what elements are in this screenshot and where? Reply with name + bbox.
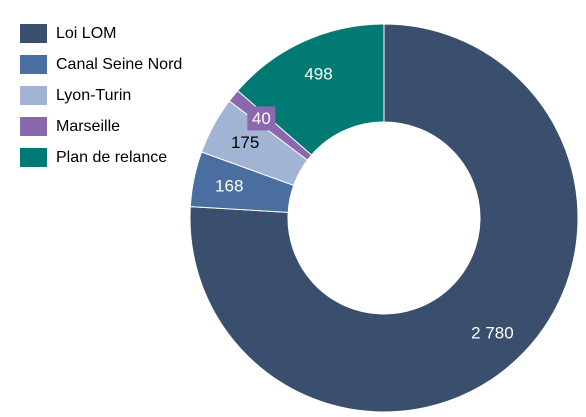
data-label-marseille: 40 [252,109,271,128]
data-label-canal-seine-nord: 168 [215,177,243,196]
legend-item-marseille: Marseille [20,111,182,142]
legend-label: Lyon-Turin [56,86,132,104]
data-label-lyon-turin: 175 [231,133,259,152]
legend-item-lyon-turin: Lyon-Turin [20,80,182,111]
legend-label: Canal Seine Nord [56,55,183,73]
legend-label: Marseille [56,117,121,135]
slice-loi-lom [189,23,579,413]
legend-item-loi-lom: Loi LOM [20,18,182,49]
legend-swatch [20,86,47,105]
legend-label: Plan de relance [56,148,168,166]
legend-swatch [20,117,47,136]
legend-swatch [20,55,47,74]
legend-item-canal-seine-nord: Canal Seine Nord [20,49,182,80]
legend-swatch [20,148,47,167]
data-label-loi-lom: 2 780 [471,323,514,342]
legend: Loi LOM Canal Seine Nord Lyon-Turin Mars… [20,18,182,173]
data-label-box-marseille [247,106,276,131]
legend-label: Loi LOM [56,24,117,42]
legend-swatch [20,24,47,43]
data-label-plan-de-relance: 498 [304,65,332,84]
legend-item-plan-de-relance: Plan de relance [20,142,182,173]
